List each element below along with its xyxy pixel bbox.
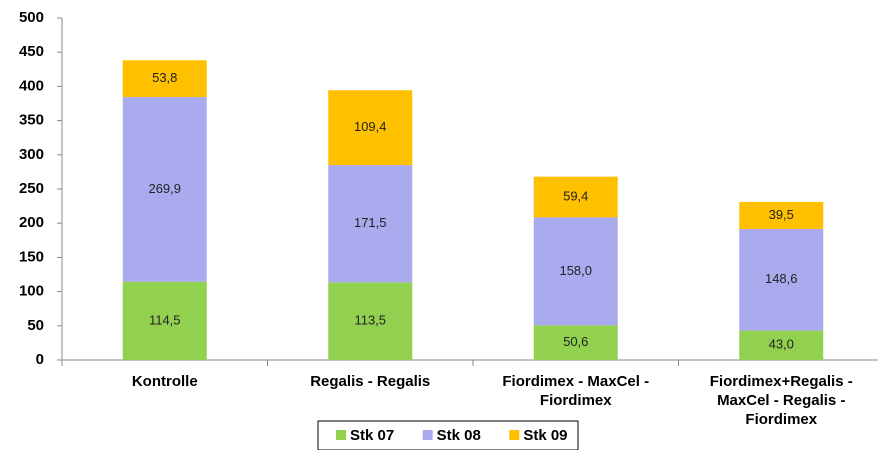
y-tick-label: 50 (27, 317, 44, 334)
value-label: 171,5 (354, 215, 387, 230)
x-tick-label: Regalis - Regalis (272, 372, 468, 391)
value-label: 53,8 (152, 70, 177, 85)
value-label: 39,5 (769, 207, 794, 222)
y-tick-label: 450 (19, 43, 44, 60)
y-tick-label: 250 (19, 180, 44, 197)
x-tick-label: Fiordimex - MaxCel - Fiordimex (478, 372, 674, 410)
y-tick-label: 0 (36, 351, 44, 368)
value-label: 269,9 (148, 181, 181, 196)
y-tick-label: 150 (19, 248, 44, 265)
value-label: 50,6 (563, 334, 588, 349)
y-tick-label: 500 (19, 9, 44, 26)
value-label: 114,5 (149, 312, 181, 327)
legend-swatch (423, 430, 433, 440)
y-tick-label: 400 (19, 77, 44, 94)
legend-swatch (509, 430, 519, 440)
y-tick-label: 100 (19, 283, 44, 300)
value-label: 113,5 (354, 313, 386, 328)
value-label: 148,6 (765, 271, 798, 286)
value-label: 43,0 (769, 337, 794, 352)
y-tick-label: 350 (19, 112, 44, 129)
legend-label: Stk 08 (437, 427, 481, 444)
value-label: 109,4 (354, 119, 387, 134)
value-label: 158,0 (559, 263, 592, 278)
value-label: 59,4 (563, 188, 588, 203)
legend-swatch (336, 430, 346, 440)
y-tick-label: 200 (19, 214, 44, 231)
x-tick-label: Fiordimex+Regalis - MaxCel - Regalis - F… (683, 372, 878, 429)
legend-label: Stk 09 (523, 427, 567, 444)
legend-label: Stk 07 (350, 427, 394, 444)
x-tick-label: Kontrolle (67, 372, 263, 391)
y-tick-label: 300 (19, 146, 44, 163)
chart-container: 0 50 100 150 200 250 300 350 400 450 500 114,5 269,9… (0, 0, 878, 450)
